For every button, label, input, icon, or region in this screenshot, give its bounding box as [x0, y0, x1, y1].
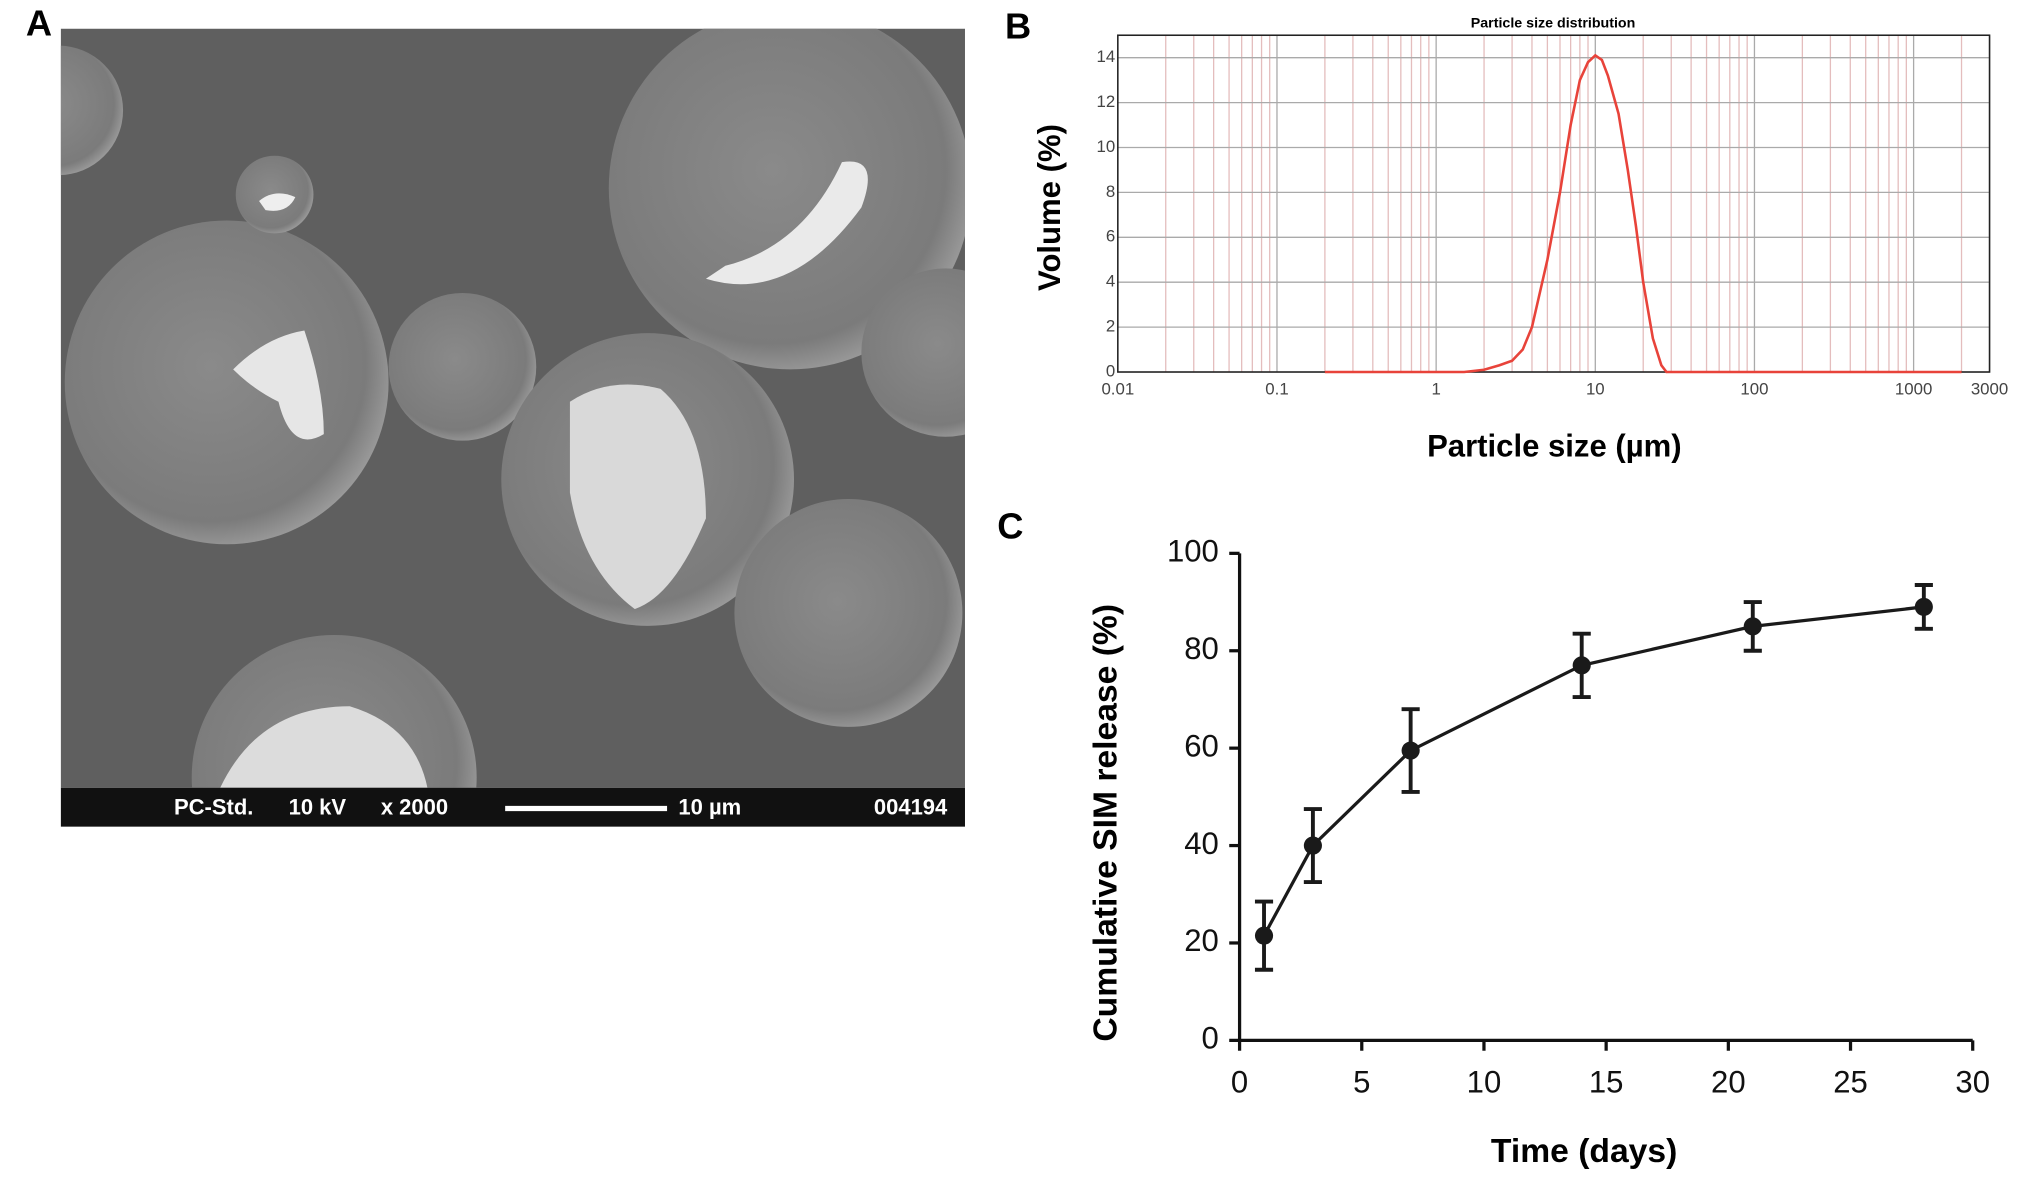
- x-tick-label: 0.01: [1101, 380, 1134, 399]
- y-tick-label: 8: [1106, 182, 1115, 201]
- data-point: [1572, 656, 1591, 675]
- y-tick-label: 0: [1106, 361, 1115, 380]
- plot-frame: [1117, 34, 1991, 373]
- y-axis-title: Volume (%): [1032, 124, 1067, 291]
- x-tick-label: 20: [1711, 1065, 1746, 1100]
- info-text: 004194: [874, 794, 948, 819]
- y-tick-label: 100: [1167, 534, 1219, 569]
- x-tick-label: 0.1: [1265, 380, 1288, 399]
- series-line: [1324, 53, 1962, 374]
- y-tick-label: 4: [1106, 272, 1115, 291]
- x-tick-label: 10: [1467, 1065, 1502, 1100]
- y-tick-label: 40: [1184, 826, 1219, 861]
- data-point: [1254, 926, 1274, 945]
- x-tick-label: 30: [1955, 1065, 1990, 1100]
- panel-label: A: [26, 3, 52, 44]
- data-point: [1743, 617, 1762, 636]
- x-axis-title: Particle size (µm): [1427, 429, 1682, 464]
- y-tick-label: 0: [1202, 1021, 1219, 1056]
- x-tick-label: 1: [1431, 380, 1440, 399]
- chart-title: Particle size distribution: [1471, 15, 1636, 31]
- x-tick-label: 10: [1586, 380, 1605, 399]
- x-tick-label: 15: [1589, 1065, 1624, 1100]
- y-tick-label: 10: [1097, 137, 1116, 156]
- x-tick-label: 1000: [1895, 380, 1932, 399]
- y-tick-label: 20: [1184, 923, 1219, 958]
- y-tick-label: 80: [1184, 631, 1219, 666]
- panel-label: C: [997, 505, 1023, 546]
- x-tick-label: 0: [1231, 1065, 1248, 1100]
- x-tick-label: 5: [1353, 1065, 1370, 1100]
- x-tick-label: 100: [1740, 380, 1768, 399]
- data-point: [1914, 597, 1933, 616]
- y-tick-label: 6: [1106, 227, 1115, 246]
- x-axis-title: Time (days): [1491, 1133, 1677, 1170]
- y-tick-label: 14: [1097, 47, 1116, 66]
- series-line: [1262, 605, 1925, 937]
- y-tick-label: 2: [1106, 317, 1115, 336]
- data-point: [1303, 836, 1322, 855]
- y-tick-label: 12: [1097, 92, 1116, 111]
- info-text: 10 µm: [678, 794, 741, 819]
- x-tick-label: 3000: [1971, 380, 2008, 399]
- info-text: x 2000: [381, 794, 448, 819]
- panel-label: B: [1005, 5, 1031, 46]
- x-tick-label: 25: [1833, 1065, 1868, 1100]
- data-point: [1401, 741, 1420, 760]
- micrograph: PC-Std. 10 kV x 2000 10 µm 004194 A: [26, 3, 965, 827]
- y-axis-title: Cumulative SIM release (%): [1087, 604, 1124, 1042]
- info-text: PC-Std.: [174, 794, 253, 819]
- info-text: 10 kV: [289, 794, 347, 819]
- y-tick-label: 60: [1184, 728, 1219, 763]
- micrograph-particles: [60, 28, 965, 788]
